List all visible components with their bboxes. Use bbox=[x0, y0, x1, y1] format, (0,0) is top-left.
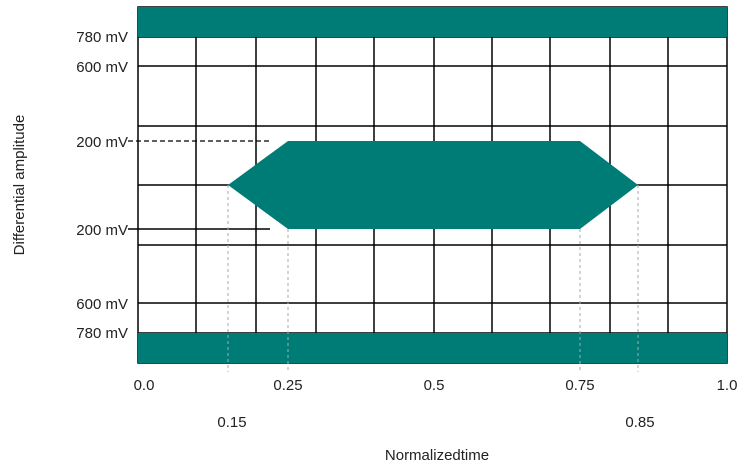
amplitude-label-top-inner: 600 mV bbox=[76, 59, 128, 76]
time-label-0: 0.0 bbox=[134, 377, 155, 394]
amplitude-label-bottom-inner: 600 mV bbox=[76, 296, 128, 313]
time-label-1: 1.0 bbox=[717, 377, 738, 394]
x-axis-title: Normalizedtime bbox=[385, 447, 489, 464]
amplitude-label-top-outer: 780 mV bbox=[76, 29, 128, 46]
time-label-05: 0.5 bbox=[424, 377, 445, 394]
time-label-015: 0.15 bbox=[217, 414, 246, 431]
time-label-085: 0.85 bbox=[625, 414, 654, 431]
y-axis-title: Differential amplitude bbox=[11, 115, 28, 256]
eye-mask-hexagon bbox=[228, 141, 638, 229]
amplitude-label-eye-top: 200 mV bbox=[76, 134, 128, 151]
time-label-075: 0.75 bbox=[565, 377, 594, 394]
amplitude-label-bottom-outer: 780 mV bbox=[76, 325, 128, 342]
upper-violation-band bbox=[138, 7, 727, 37]
time-guides bbox=[227, 185, 639, 372]
lower-violation-band bbox=[138, 333, 727, 363]
amplitude-label-eye-bottom: 200 mV bbox=[76, 222, 128, 239]
time-label-025: 0.25 bbox=[273, 377, 302, 394]
